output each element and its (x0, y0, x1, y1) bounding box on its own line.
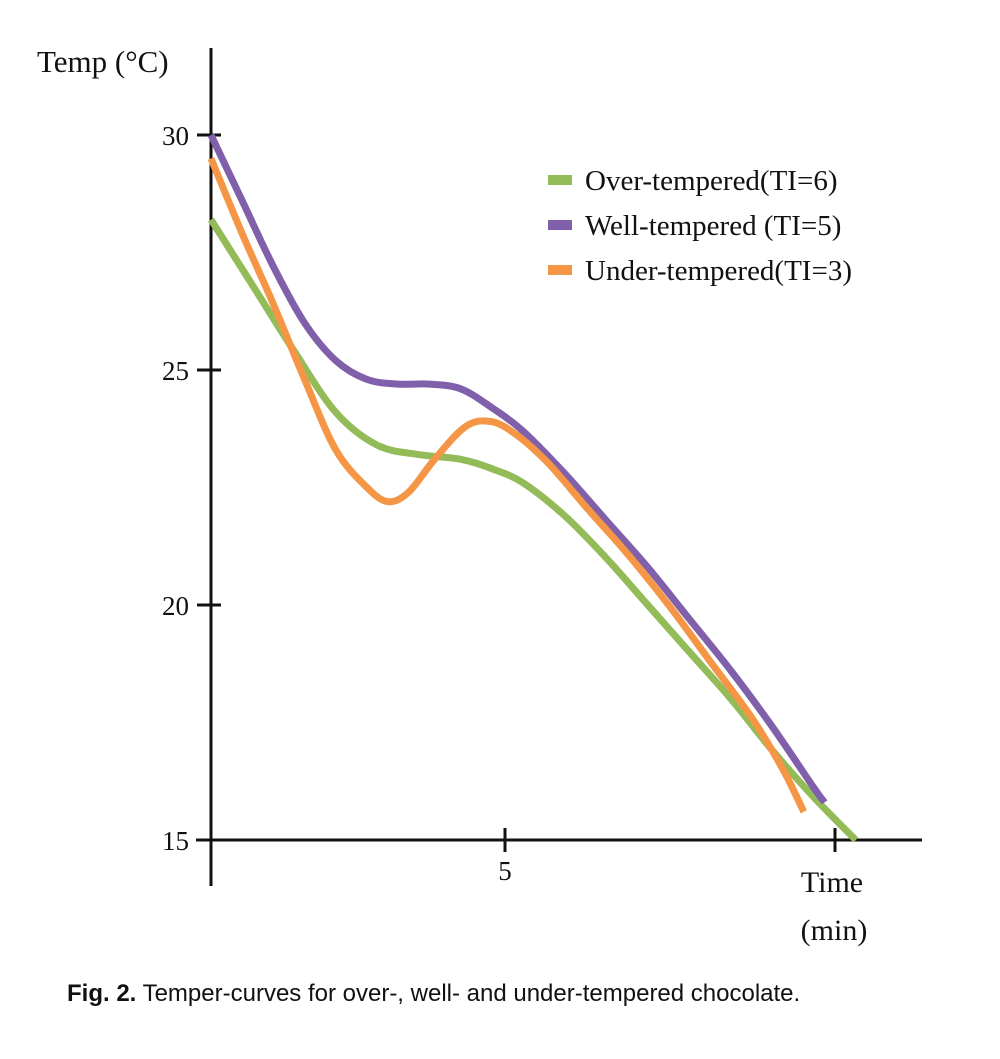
chart-axes (196, 48, 922, 886)
legend-over-tempered: Over-tempered(TI=6) (548, 165, 837, 197)
under-tempered-line (207, 157, 807, 814)
legend: Over-tempered(TI=6) Well-tempered (TI=5) U… (548, 165, 852, 287)
legend-label: Well-tempered (TI=5) (585, 210, 841, 242)
legend-well-tempered: Well-tempered (TI=5) (548, 210, 841, 242)
y-tick-label: 15 (162, 826, 189, 856)
over-tempered-line (208, 217, 859, 843)
y-axis-label: Temp (°C) (37, 44, 169, 79)
x-tick-group: 5 (498, 828, 837, 886)
y-tick-label: 30 (162, 121, 189, 151)
x-axis-label-line2: (min) (801, 914, 868, 947)
temper-curves-chart: 15 20 25 30 5 Temp (°C) Time (min) Over-tem… (37, 44, 922, 947)
legend-swatch (548, 220, 572, 230)
x-axis-label-line1: Time (801, 866, 863, 899)
legend-swatch (548, 175, 572, 185)
figure-caption-text: Temper-curves for over-, well- and under… (136, 980, 801, 1007)
y-tick-group: 15 20 25 30 (162, 121, 221, 856)
y-tick-label: 25 (162, 356, 189, 386)
well-tempered-line (207, 133, 828, 805)
figure-caption-label: Fig. 2. (67, 980, 137, 1007)
figure-caption: Fig. 2. Temper-curves for over-, well- a… (67, 980, 967, 1008)
legend-label: Over-tempered(TI=6) (585, 165, 837, 197)
legend-swatch (548, 265, 572, 275)
legend-under-tempered: Under-tempered(TI=3) (548, 255, 852, 287)
series-lines (207, 133, 859, 843)
y-tick-label: 20 (162, 591, 189, 621)
x-tick-label: 5 (498, 856, 512, 886)
legend-label: Under-tempered(TI=3) (585, 255, 852, 287)
